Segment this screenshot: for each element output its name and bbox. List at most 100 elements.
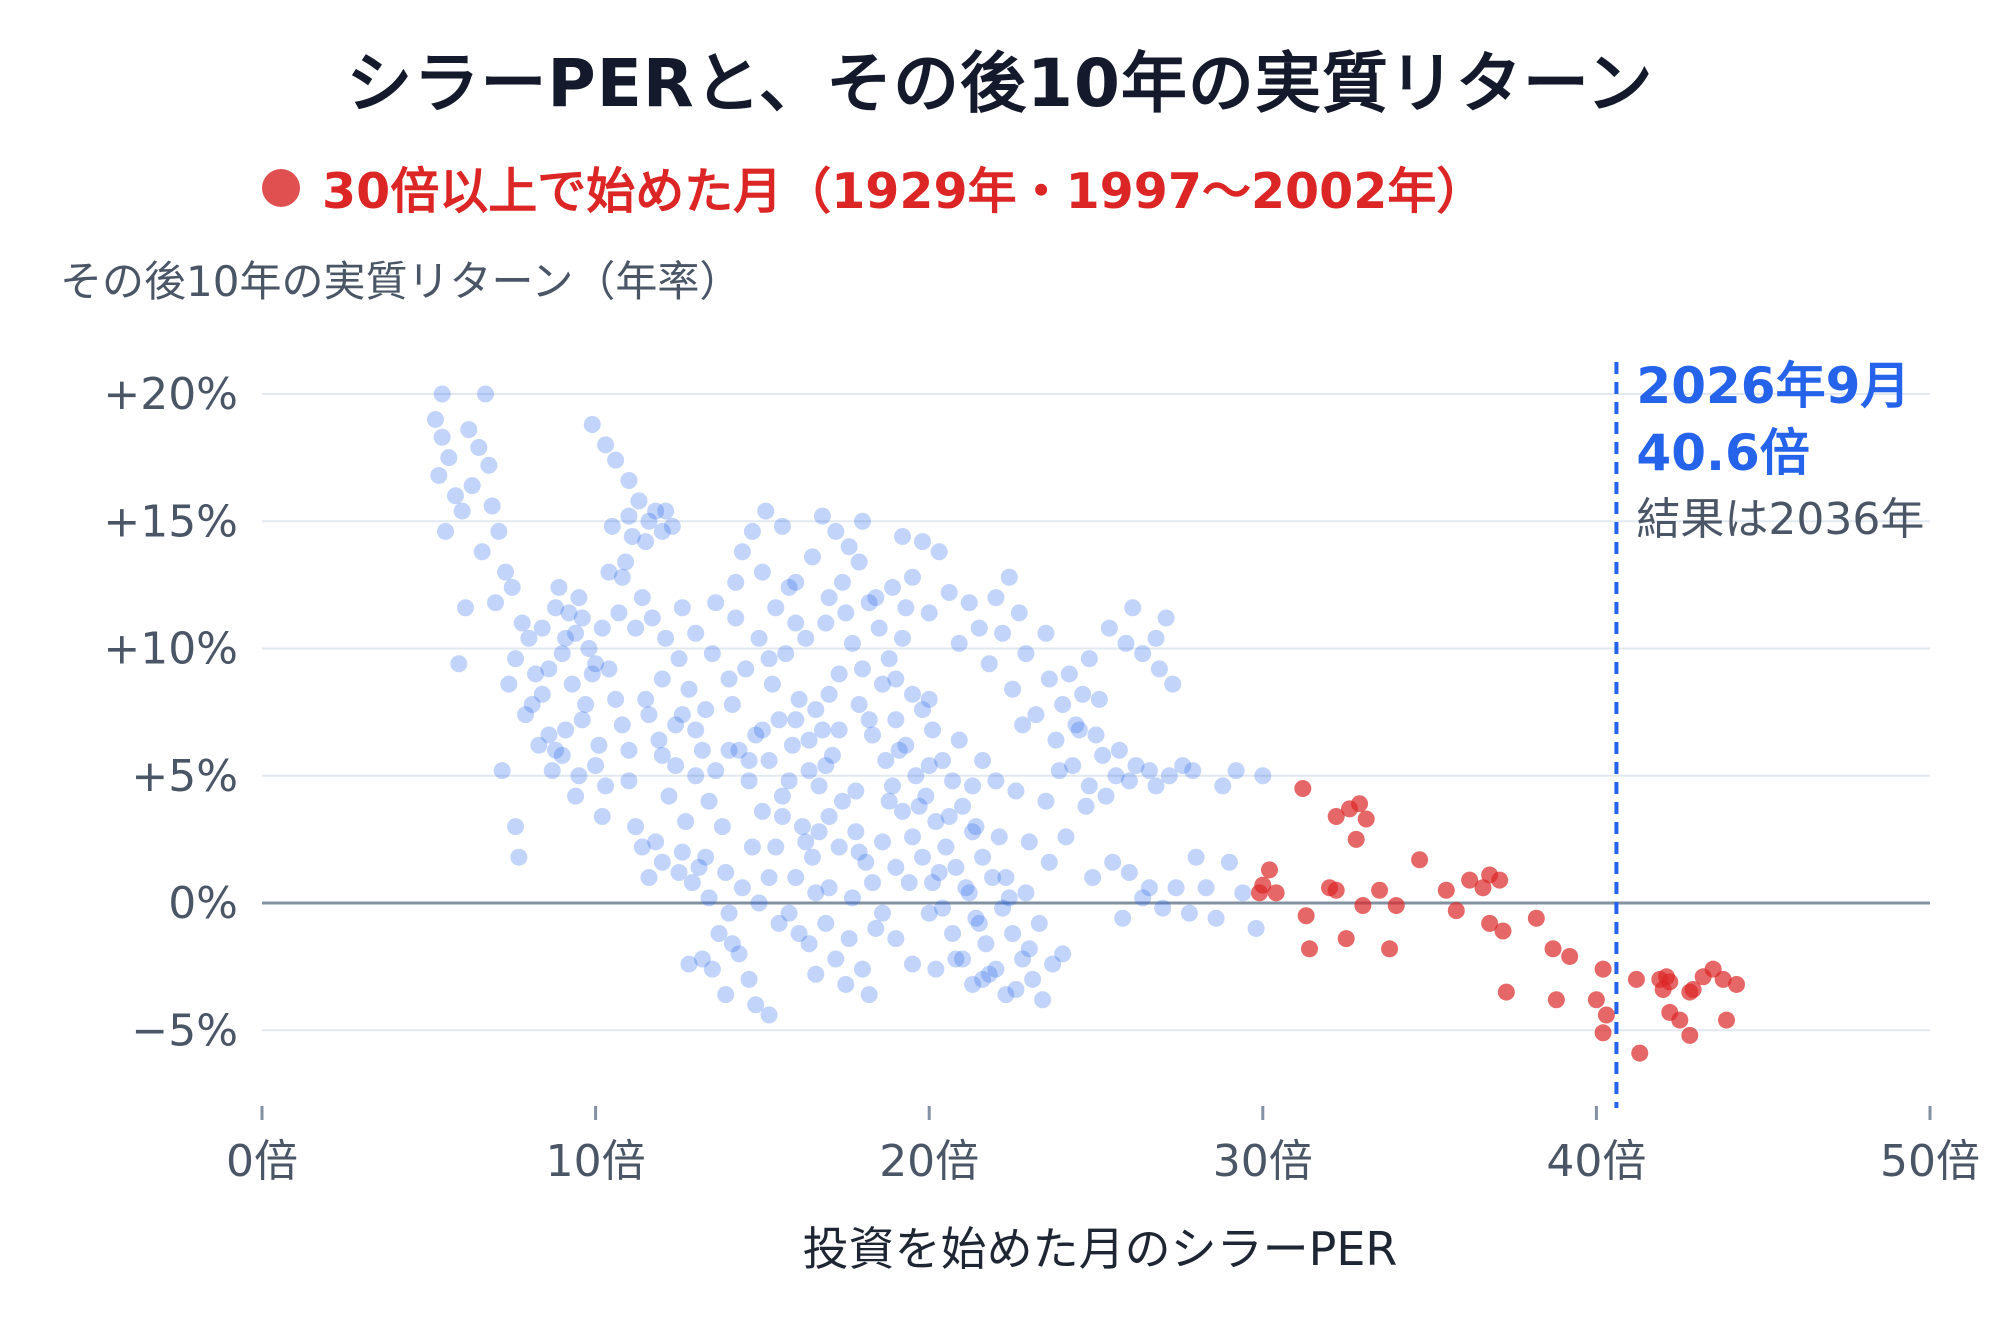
data-point [797,629,815,647]
data-point [540,660,558,678]
highlight-point [1718,1011,1736,1029]
data-point [470,438,488,456]
data-point [787,869,805,887]
data-point [1247,919,1265,937]
data-point [1254,767,1272,785]
data-point [950,634,968,652]
data-point [934,751,952,769]
data-point [707,594,725,612]
data-point [767,599,785,617]
y-tick-label: +10% [103,624,238,675]
data-point [930,543,948,561]
data-point [960,594,978,612]
data-point [640,512,658,530]
data-point [433,385,451,403]
data-point [737,660,755,678]
data-point [700,792,718,810]
data-point [1107,767,1125,785]
data-point [740,970,758,988]
data-point [750,629,768,647]
data-point [550,578,568,596]
data-point [760,869,778,887]
data-point [894,802,912,820]
data-point [954,797,972,815]
data-point [530,736,548,754]
data-point [1000,568,1018,586]
data-point [607,690,625,708]
data-point [1014,950,1032,968]
data-point [687,721,705,739]
data-point [473,543,491,561]
data-point [1227,762,1245,780]
data-point [633,838,651,856]
data-point [1054,945,1072,963]
data-point [974,751,992,769]
data-point [1047,731,1065,749]
data-point [830,838,848,856]
series-highlight-points [1250,779,1746,1062]
data-point [733,543,751,561]
data-point [840,538,858,556]
highlight-point [1327,807,1345,825]
data-point [673,706,691,724]
data-point [924,721,942,739]
data-point [463,477,481,495]
data-point [904,685,922,703]
data-point [970,914,988,932]
data-point [950,731,968,749]
highlight-point [1684,981,1702,999]
data-point [1087,726,1105,744]
data-point [493,762,511,780]
highlight-point [1461,871,1479,889]
data-point [1017,884,1035,902]
data-point [527,665,545,683]
data-point [1040,853,1058,871]
data-point [830,721,848,739]
reference-date-label: 2026年9月 [1636,357,1910,415]
highlight-point [1627,970,1645,988]
data-point [660,787,678,805]
data-point [673,599,691,617]
data-point [1104,853,1122,871]
data-point [800,935,818,953]
data-point [697,848,715,866]
data-point [683,874,701,892]
data-point [440,449,458,467]
data-point [533,685,551,703]
data-point [910,797,928,815]
legend-marker [262,168,300,207]
data-point [1080,777,1098,795]
data-point [1004,680,1022,698]
data-point [703,960,721,978]
data-point [770,914,788,932]
data-point [760,650,778,668]
data-point [583,665,601,683]
data-point [947,858,965,876]
data-point [620,507,638,525]
data-point [827,522,845,540]
data-point [520,629,538,647]
data-point [773,787,791,805]
data-point [1134,889,1152,907]
data-point [687,624,705,642]
data-point [964,823,982,841]
data-point [657,629,675,647]
data-point [703,645,721,663]
data-point [897,736,915,754]
data-point [587,655,605,673]
data-point [980,655,998,673]
data-point [593,807,611,825]
data-point [1220,853,1238,871]
data-point [597,436,615,454]
data-point [904,568,922,586]
data-point [1110,741,1128,759]
data-point [607,451,625,469]
data-point [884,578,902,596]
data-point [967,818,985,836]
data-point [873,833,891,851]
x-tick-label: 40倍 [1546,1136,1646,1187]
chart-title: シラーPERと、その後10年の実質リターン [346,45,1654,122]
data-point [1044,955,1062,973]
data-point [1140,879,1158,897]
data-point [523,695,541,713]
